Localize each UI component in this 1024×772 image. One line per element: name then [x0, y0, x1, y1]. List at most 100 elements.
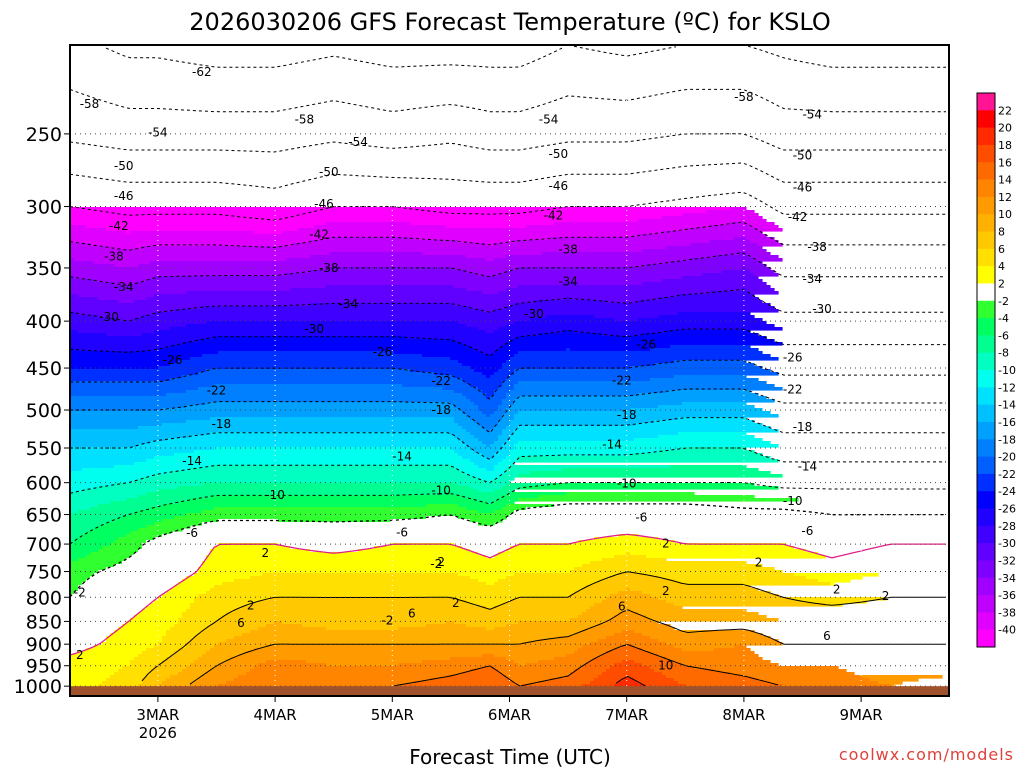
- y-tick-label: 450: [26, 358, 62, 380]
- contour-label: -34: [114, 280, 134, 294]
- colorbar-swatch: [977, 231, 995, 250]
- y-tick-label: 550: [26, 438, 62, 460]
- plot-area: -62-58-58-58-54-54-54 -54-50 -50-50 -50-46-…: [70, 45, 949, 696]
- contour-label: -6: [801, 524, 813, 538]
- contour-label: -2: [74, 585, 86, 599]
- colorbar-swatch: [977, 439, 995, 457]
- colorbar-swatch: [977, 577, 995, 596]
- chart-title: 2026030206 GFS Forecast Temperature (ºC)…: [189, 8, 830, 36]
- colorbar-swatch: [977, 162, 995, 180]
- contour-label: -42: [309, 228, 329, 242]
- colorbar-swatch: [977, 144, 995, 163]
- contour-label: -6: [635, 511, 647, 525]
- contour-label: -18: [431, 403, 451, 417]
- colorbar-swatch: [977, 283, 995, 302]
- contour-label: -10: [617, 476, 637, 490]
- contour-line: [70, 359, 946, 401]
- contour-label: -22: [783, 383, 803, 397]
- contour-line: [70, 503, 946, 598]
- colorbar-swatch: [977, 473, 995, 492]
- colorbar-label: 6: [998, 243, 1005, 256]
- contour-label: -50: [793, 149, 813, 163]
- y-tick-label: 900: [26, 634, 62, 656]
- contour-label: 6: [823, 629, 831, 643]
- contour-label: -10: [431, 484, 451, 498]
- y-tick-label: 950: [26, 656, 62, 678]
- contour-label: -34: [339, 297, 359, 311]
- contour-label: -42: [109, 219, 129, 233]
- y-tick-label: 300: [26, 197, 62, 219]
- y-tick-label: 650: [26, 505, 62, 527]
- colorbar-swatch: [977, 248, 995, 267]
- colorbar-swatch: [977, 266, 995, 284]
- colorbar-label: 14: [998, 174, 1012, 187]
- colorbar-swatch: [977, 387, 995, 406]
- contour-label: -22: [207, 383, 227, 397]
- contour-labels: -62-58-58-58-54-54-54 -54-50 -50-50 -50-46-…: [74, 65, 890, 696]
- contour-label: -58: [80, 97, 100, 111]
- colorbar-label: -20: [998, 451, 1016, 464]
- colorbar-label: -6: [998, 329, 1009, 342]
- y-tick-label: 250: [26, 124, 62, 146]
- contour-label: -38: [319, 261, 339, 275]
- x-tick-label: 8MAR: [722, 706, 765, 724]
- colorbar-label: -18: [998, 433, 1016, 446]
- contour-label: -54: [348, 135, 368, 149]
- colorbar-swatch: [977, 110, 995, 129]
- contour-label: -18: [617, 408, 637, 422]
- contour-label: -22: [431, 374, 451, 388]
- contour-label: 2: [662, 537, 670, 551]
- contour-label: 6: [237, 616, 245, 630]
- x-tick-label: 9MAR: [840, 706, 883, 724]
- contour-label: -62: [192, 65, 212, 79]
- colorbar-label: 18: [998, 139, 1012, 152]
- colorbar-swatch: [977, 318, 995, 336]
- colorbar-label: -22: [998, 468, 1016, 481]
- y-tick-label: 700: [26, 534, 62, 556]
- contour-label: -50: [114, 159, 134, 173]
- contour-label: -18: [793, 420, 813, 434]
- contour-label: -30: [304, 322, 324, 336]
- contour-line: [70, 533, 946, 656]
- colorbar-swatch: [977, 93, 995, 111]
- colorbar-label: -24: [998, 485, 1016, 498]
- contour-line: [573, 45, 677, 57]
- contour-label: -58: [734, 90, 754, 104]
- contour-line: [70, 221, 946, 251]
- contour-label: -54: [148, 125, 168, 139]
- colorbar-swatch: [977, 525, 995, 544]
- colorbar-label: 4: [998, 260, 1005, 273]
- colorbar-label: -10: [998, 364, 1016, 377]
- contour-line: [615, 676, 647, 687]
- contour-label: 2: [452, 596, 460, 610]
- colorbar-label: -8: [998, 347, 1009, 360]
- colorbar-swatch: [977, 491, 995, 509]
- grid-lines: [70, 45, 949, 696]
- colorbar-swatch: [977, 352, 995, 371]
- contour-label: -38: [558, 242, 578, 256]
- y-tick-label: 750: [26, 562, 62, 584]
- colorbar-label: -30: [998, 537, 1016, 550]
- contour-label: -46: [793, 180, 813, 194]
- colorbar-swatch: [977, 404, 995, 423]
- colorbar: 22 20 18 16 14 12 10 8 6 4 2 -2 -4 -6 -8 -10 -12 -14 -16 -1…: [976, 92, 1016, 648]
- x-tick-label: 4MAR: [254, 706, 297, 724]
- contour-label: 2: [76, 648, 84, 662]
- colorbar-label: -28: [998, 520, 1016, 533]
- contour-label: -18: [212, 417, 232, 431]
- contour-label: -30: [99, 310, 119, 324]
- colorbar-swatch: [977, 595, 995, 613]
- contour-label: -30: [812, 302, 832, 316]
- colorbar-swatch: [977, 179, 995, 198]
- colorbar-label: -12: [998, 381, 1016, 394]
- y-tick-label: 350: [26, 258, 62, 280]
- y-tick-label: 1000: [14, 676, 62, 698]
- contour-label: 2: [882, 589, 890, 603]
- contour-label: -38: [104, 249, 124, 263]
- contour-label: -34: [802, 272, 822, 286]
- contour-label: -2: [381, 613, 393, 627]
- contour-label: -14: [798, 459, 818, 473]
